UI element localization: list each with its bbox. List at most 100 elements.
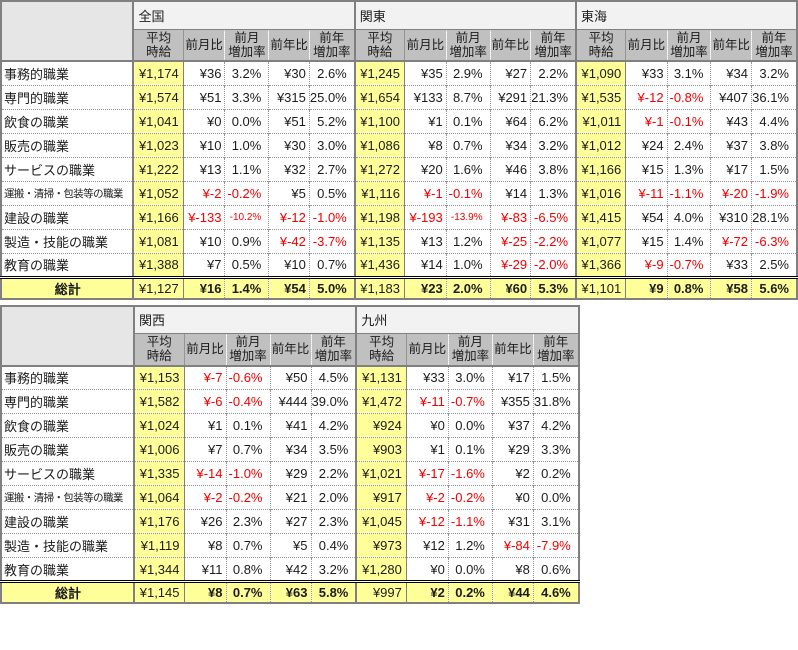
cell-mom-rate: -1.6% [447,461,493,486]
cell-mom-rate: 0.9% [224,228,269,253]
row-label: 事務的職業 [1,365,135,390]
total-label: 総計 [1,580,135,603]
column-header-mom-diff: 前月比 [403,29,447,62]
cell-avg-wage: ¥1,119 [133,533,184,558]
column-header-yoy-rate: 前年 増加率 [751,29,797,62]
cell-avg-wage: ¥973 [355,533,407,558]
cell-mom-diff: ¥24 [625,132,668,157]
cell-avg-wage: ¥1,052 [132,180,184,205]
cell-mom-diff: ¥-11 [405,389,449,414]
cell-yoy-rate: 3.2% [751,60,797,85]
cell-yoy-diff: ¥17 [491,365,534,390]
cell-yoy-rate: 2.3% [310,509,357,534]
cell-avg-wage: ¥1,280 [355,557,407,582]
cell-avg-wage: ¥1,064 [133,485,184,510]
column-header-mom-diff: 前月比 [183,333,226,367]
column-header-row: 平均 時給 前月比 前月 増加率 前年比 前年 増加率 平均 時給 前月比 前月 増加率 前年比… [1,29,797,62]
table-row: 専門的職業 ¥1,574 ¥51 3.3% ¥315 25.0% ¥1,654 ¥133 8.7… [1,84,797,109]
cell-yoy-diff: ¥10 [268,252,310,277]
cell-avg-wage: ¥1,222 [132,156,184,181]
cell-yoy-diff: ¥-83 [489,204,531,229]
cell-avg-wage: ¥1,366 [575,252,626,277]
cell-mom-rate: -1.1% [447,509,493,534]
cell-mom-rate: -13.9% [445,204,491,229]
cell-mom-diff: ¥14 [403,252,447,277]
cell-yoy-rate: -7.9% [532,533,579,558]
row-label: 教育の職業 [1,557,135,582]
cell-yoy-diff: ¥-42 [268,228,310,253]
cell-mom-rate: 0.7% [225,533,270,558]
column-header-yoy-rate: 前年 増加率 [532,333,579,367]
cell-mom-rate: -0.7% [666,252,711,277]
column-header-yoy-diff: 前年比 [491,333,534,367]
cell-mom-rate: 0.8% [225,557,270,582]
corner-cell [1,1,135,62]
cell-yoy-rate: 3.2% [530,132,577,157]
cell-avg-wage: ¥1,335 [133,461,184,486]
cell-avg-wage: ¥1,045 [355,509,407,534]
cell-total-yoy-rate: 5.0% [308,275,355,299]
cell-avg-wage: ¥1,415 [575,204,626,229]
cell-total-yoy-diff: ¥54 [268,275,310,299]
cell-yoy-diff: ¥31 [491,509,534,534]
cell-yoy-diff: ¥-72 [710,228,752,253]
column-header-mom-diff: 前月比 [182,29,225,62]
table-row: サービスの職業 ¥1,335 ¥-14 -1.0% ¥29 2.2% ¥1,021 ¥-17-… [1,461,579,486]
cell-yoy-rate: 3.0% [308,132,355,157]
cell-yoy-rate: 2.6% [308,60,355,85]
cell-total-avg-wage: ¥1,101 [575,275,626,299]
region-header: 関東 [353,1,577,30]
cell-mom-diff: ¥11 [183,557,226,582]
region-header-row: 関西 九州 [1,305,579,367]
cell-avg-wage: ¥1,198 [353,204,405,229]
cell-avg-wage: ¥1,166 [132,204,184,229]
cell-avg-wage: ¥1,272 [353,156,405,181]
cell-yoy-diff: ¥29 [491,437,534,462]
cell-yoy-rate: 2.5% [751,252,797,277]
cell-yoy-diff: ¥2 [491,461,534,486]
cell-yoy-diff: ¥-12 [268,204,310,229]
cell-yoy-diff: ¥29 [269,461,311,486]
cell-avg-wage: ¥1,011 [575,108,626,133]
cell-yoy-diff: ¥41 [269,413,311,438]
cell-total-yoy-rate: 5.3% [530,275,577,299]
column-header-mom-rate: 前月 増加率 [666,29,711,62]
cell-yoy-rate: 3.5% [310,437,357,462]
cell-yoy-diff: ¥42 [269,557,311,582]
cell-mom-diff: ¥8 [403,132,447,157]
cell-yoy-diff: ¥43 [710,108,752,133]
total-label: 総計 [1,275,135,299]
cell-mom-diff: ¥133 [403,84,447,109]
cell-mom-diff: ¥13 [182,156,225,181]
cell-avg-wage: ¥1,153 [133,365,184,390]
cell-mom-rate: -10.2% [224,204,269,229]
cell-mom-diff: ¥-2 [182,180,225,205]
cell-mom-diff: ¥1 [403,108,447,133]
table-row: 事務的職業 ¥1,153 ¥-7 -0.6% ¥50 4.5% ¥1,131 ¥33 3.0% ¥… [1,365,579,390]
cell-mom-rate: -0.8% [666,84,711,109]
cell-avg-wage: ¥1,582 [133,389,184,414]
cell-mom-rate: -0.2% [225,485,270,510]
cell-mom-rate: 1.1% [224,156,269,181]
cell-yoy-diff: ¥355 [491,389,534,414]
cell-mom-rate: 1.2% [447,533,493,558]
table-row: 教育の職業 ¥1,388 ¥7 0.5% ¥10 0.7% ¥1,436 ¥14 1.0% ¥-2… [1,252,797,277]
cell-avg-wage: ¥1,535 [575,84,626,109]
cell-yoy-rate: 2.2% [530,60,577,85]
cell-avg-wage: ¥1,024 [133,413,184,438]
cell-mom-rate: 4.0% [666,204,711,229]
cell-yoy-rate: 5.2% [308,108,355,133]
cell-yoy-diff: ¥34 [489,132,531,157]
cell-yoy-rate: 31.8% [532,389,579,414]
cell-total-avg-wage: ¥1,145 [133,580,184,603]
cell-yoy-rate: 4.4% [751,108,797,133]
table-row: 飲食の職業 ¥1,024 ¥1 0.1% ¥41 4.2% ¥924 ¥0 0.0% ¥37 4.2… [1,413,579,438]
cell-total-mom-diff: ¥8 [183,580,226,603]
cell-mom-rate: 0.0% [447,557,493,582]
row-label: 事務的職業 [1,60,135,85]
cell-mom-diff: ¥8 [183,533,226,558]
cell-avg-wage: ¥1,021 [355,461,407,486]
cell-mom-rate: 3.0% [447,365,493,390]
cell-yoy-diff: ¥8 [491,557,534,582]
cell-mom-diff: ¥51 [182,84,225,109]
